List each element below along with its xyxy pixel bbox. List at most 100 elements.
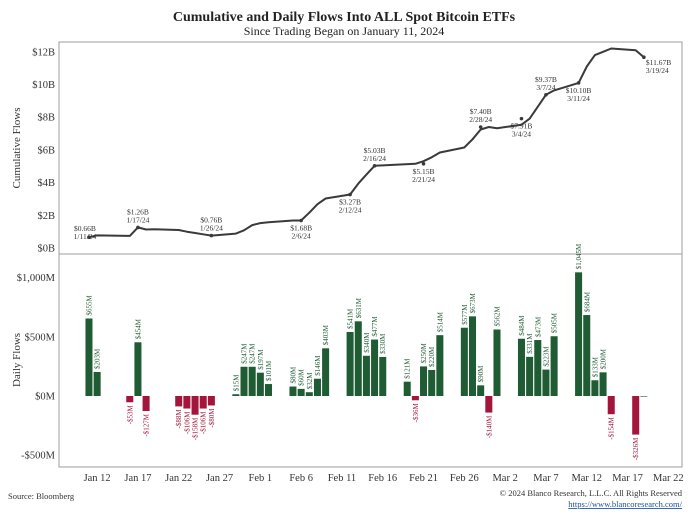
- cumulative-annotation-amount: $11.67B: [646, 58, 671, 67]
- cumulative-annotation-date: 1/17/24: [126, 215, 149, 224]
- daily-bar-label: -$140M: [485, 415, 493, 438]
- daily-x-tick-label: Mar 7: [533, 473, 558, 484]
- daily-flow-bar: [485, 396, 493, 413]
- daily-bar-label: $477M: [371, 316, 379, 337]
- cumulative-annotation-amount: $3.27B: [339, 198, 361, 207]
- daily-bar-label: $220M: [428, 346, 436, 367]
- daily-y-axis-title: Daily Flows: [11, 333, 23, 387]
- cumulative-point-marker: [136, 225, 140, 230]
- cumulative-annotation-date: 3/4/24: [512, 130, 531, 139]
- cumulative-annotation-date: 2/28/24: [469, 115, 492, 124]
- daily-bar-label: $200M: [600, 348, 608, 369]
- cumulative-point-marker: [421, 162, 426, 166]
- daily-x-tick-label: Feb 26: [450, 473, 479, 484]
- daily-bar-label: $454M: [134, 318, 142, 339]
- daily-bar-label: $197M: [257, 349, 265, 370]
- daily-flow-bar: [542, 369, 550, 396]
- daily-bar-label: -$154M: [608, 416, 616, 439]
- website-link[interactable]: https://www.blancoresearch.com/: [568, 499, 682, 509]
- cumulative-annotation-amount: $5.15B: [413, 167, 435, 176]
- daily-bar-label: $32M: [306, 372, 314, 390]
- daily-y-ticks: -$500M $0M $500M $1,000M: [17, 273, 56, 462]
- daily-flow-bar: [183, 396, 191, 409]
- copyright-note: © 2024 Blanco Research, L.L.C. All Right…: [500, 488, 683, 498]
- daily-y-tick-label: $1,000M: [17, 273, 56, 284]
- daily-bar-label: -$106M: [200, 411, 208, 434]
- daily-bar-label: -$158M: [192, 417, 200, 440]
- daily-flow-bar: [264, 384, 273, 396]
- daily-flow-bar: [477, 385, 485, 396]
- daily-bar-label: $121M: [404, 358, 412, 379]
- daily-flow-bar: [232, 394, 240, 396]
- daily-bar-label: $146M: [314, 355, 322, 376]
- cumulative-annotation-amount: $9.37B: [535, 75, 557, 84]
- daily-bar-label: -$106M: [183, 411, 191, 434]
- cumulative-annotation-date: 3/19/24: [646, 66, 669, 75]
- chart-title: Cumulative and Daily Flows Into ALL Spot…: [173, 10, 516, 25]
- daily-bar-label: $247M: [241, 343, 249, 364]
- daily-x-tick-label: Mar 12: [571, 473, 602, 484]
- daily-x-ticks: Jan 12 Jan 17 Jan 22 Jan 27 Feb 1 Feb 6 Feb 11…: [84, 473, 684, 484]
- daily-y-tick-label: $0M: [35, 392, 56, 403]
- daily-flow-bar: [371, 339, 379, 396]
- cumulative-annotation-amount: $0.76B: [200, 216, 222, 225]
- daily-bar-label: $684M: [583, 291, 591, 312]
- source-note: Source: Bloomberg: [8, 491, 75, 501]
- daily-flow-bar: [346, 331, 354, 396]
- cumulative-annotation-date: 3/11/24: [567, 94, 590, 103]
- daily-y-tick-label: -$500M: [21, 451, 55, 462]
- cumulative-point-marker: [209, 233, 214, 238]
- daily-flow-bar: [175, 396, 183, 407]
- daily-flow-bar: [428, 369, 436, 396]
- daily-flow-bar: [460, 327, 468, 396]
- cumulative-annotation-amount: $0.66B: [74, 224, 96, 233]
- cumulative-line-layer: [88, 47, 645, 239]
- daily-flow-bar: [575, 272, 583, 396]
- daily-x-tick-label: Mar 22: [653, 473, 684, 484]
- cumulative-annotation-date: 2/16/24: [363, 154, 386, 163]
- daily-bar-label: $1,045M: [575, 243, 583, 269]
- daily-flow-bar: [517, 338, 525, 396]
- cumulative-point-marker: [519, 116, 524, 121]
- daily-flow-bar: [256, 372, 264, 396]
- daily-flow-bar: [134, 342, 142, 396]
- daily-bar-label: $541M: [347, 308, 355, 329]
- daily-bar-label: $203M: [94, 348, 102, 369]
- daily-bar-label: $250M: [420, 342, 428, 363]
- daily-bar-label: $340M: [363, 332, 371, 353]
- daily-x-tick-label: Feb 21: [409, 473, 438, 484]
- daily-flow-bar: [640, 396, 648, 397]
- daily-flow-bar: [297, 388, 305, 396]
- daily-bar-label: $60M: [298, 368, 306, 386]
- daily-flow-bar: [240, 366, 248, 396]
- cumulative-point-marker: [299, 218, 303, 223]
- daily-bar-label: $655M: [86, 295, 94, 316]
- cumulative-y-axis-title: Cumulative Flows: [11, 108, 23, 189]
- cumulative-panel: Cumulative Flows $0B $2B $4B $6B $8B $10B $12B…: [11, 41, 683, 255]
- cumulative-annotation-amount: $7.91B: [511, 122, 533, 131]
- daily-flow-bar: [126, 396, 134, 403]
- daily-bar-label: -$80M: [208, 408, 216, 428]
- daily-bar-label: -$53M: [126, 405, 134, 425]
- cumulative-point-marker: [348, 192, 352, 197]
- cumulative-annotation-date: 1/26/24: [200, 224, 223, 233]
- daily-bar-label: $484M: [518, 315, 526, 336]
- chart-subtitle: Since Trading Began on January 11, 2024: [244, 24, 445, 38]
- cumulative-annotation-date: 3/7/24: [536, 83, 555, 92]
- daily-flow-bar: [550, 336, 558, 396]
- daily-y-tick-label: $500M: [25, 332, 56, 343]
- daily-x-tick-label: Jan 22: [165, 473, 192, 484]
- daily-bar-label: $562M: [494, 306, 502, 327]
- daily-flow-bar: [322, 348, 330, 396]
- daily-flow-bar: [362, 355, 370, 396]
- daily-bar-label: $330M: [379, 333, 387, 354]
- daily-bar-labels: $655M$203M-$53M$454M-$127M -$88M -$106M -$1…: [86, 243, 641, 460]
- daily-bar-label: -$36M: [412, 403, 420, 423]
- daily-x-tick-label: Feb 11: [328, 473, 357, 484]
- cumulative-y-tick-label: $2B: [37, 211, 55, 222]
- cumulative-point-marker: [478, 125, 483, 129]
- daily-bar-label: $15M: [232, 374, 240, 392]
- daily-flow-bar: [85, 318, 93, 396]
- daily-x-tick-label: Jan 17: [124, 473, 151, 484]
